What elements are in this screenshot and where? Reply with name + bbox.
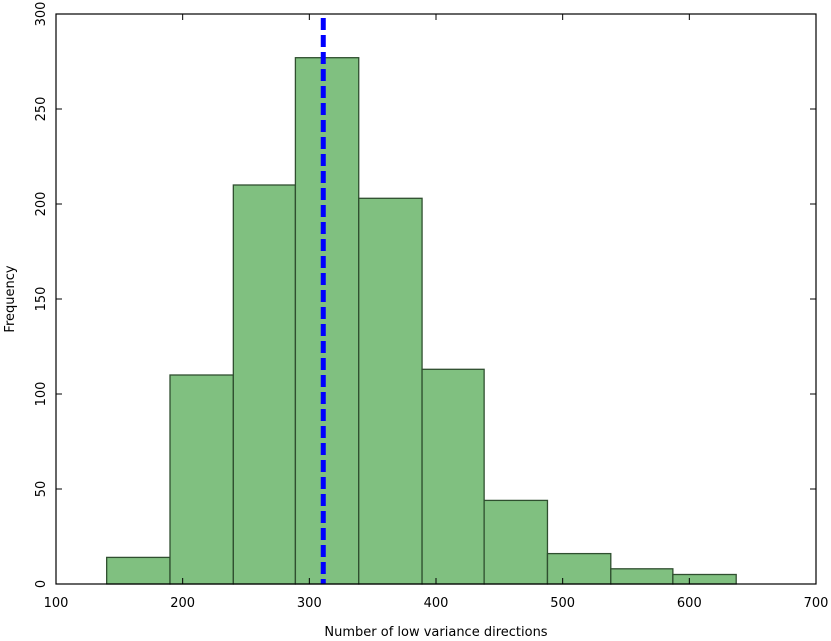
y-axis-label: Frequency (3, 265, 18, 332)
x-tick-label: 600 (677, 596, 702, 611)
histogram-bar-8 (546, 552, 612, 585)
x-axis-label: Number of low variance directions (324, 625, 547, 640)
histogram-bar-7 (483, 499, 549, 585)
histogram-bar-4 (294, 57, 360, 585)
y-tick-label: 100 (34, 382, 49, 407)
histogram-bar-3 (232, 184, 297, 585)
y-tick-label: 300 (34, 2, 49, 27)
ticks-group: 100 200 300 400 500 600 700 0 50 100 150 200 250 300 (34, 2, 828, 611)
histogram-bar-6 (421, 368, 485, 585)
histogram-bar-10 (672, 573, 737, 585)
histogram-bar-9 (610, 568, 674, 585)
y-tick-label: 250 (34, 97, 49, 122)
histogram-bar-1 (106, 556, 171, 585)
x-tick-label: 700 (804, 596, 829, 611)
histogram-bar-5 (358, 197, 423, 585)
x-tick-label: 300 (297, 596, 322, 611)
y-tick-label: 200 (34, 192, 49, 217)
y-tick-label: 150 (34, 287, 49, 312)
x-tick-label: 200 (170, 596, 195, 611)
y-tick-label: 50 (34, 481, 49, 498)
y-tick-label: 0 (34, 580, 49, 588)
bars-group (106, 57, 737, 585)
x-tick-label: 100 (44, 596, 69, 611)
histogram-bar-2 (169, 374, 234, 585)
x-tick-label: 400 (424, 596, 449, 611)
x-tick-label: 500 (550, 596, 575, 611)
